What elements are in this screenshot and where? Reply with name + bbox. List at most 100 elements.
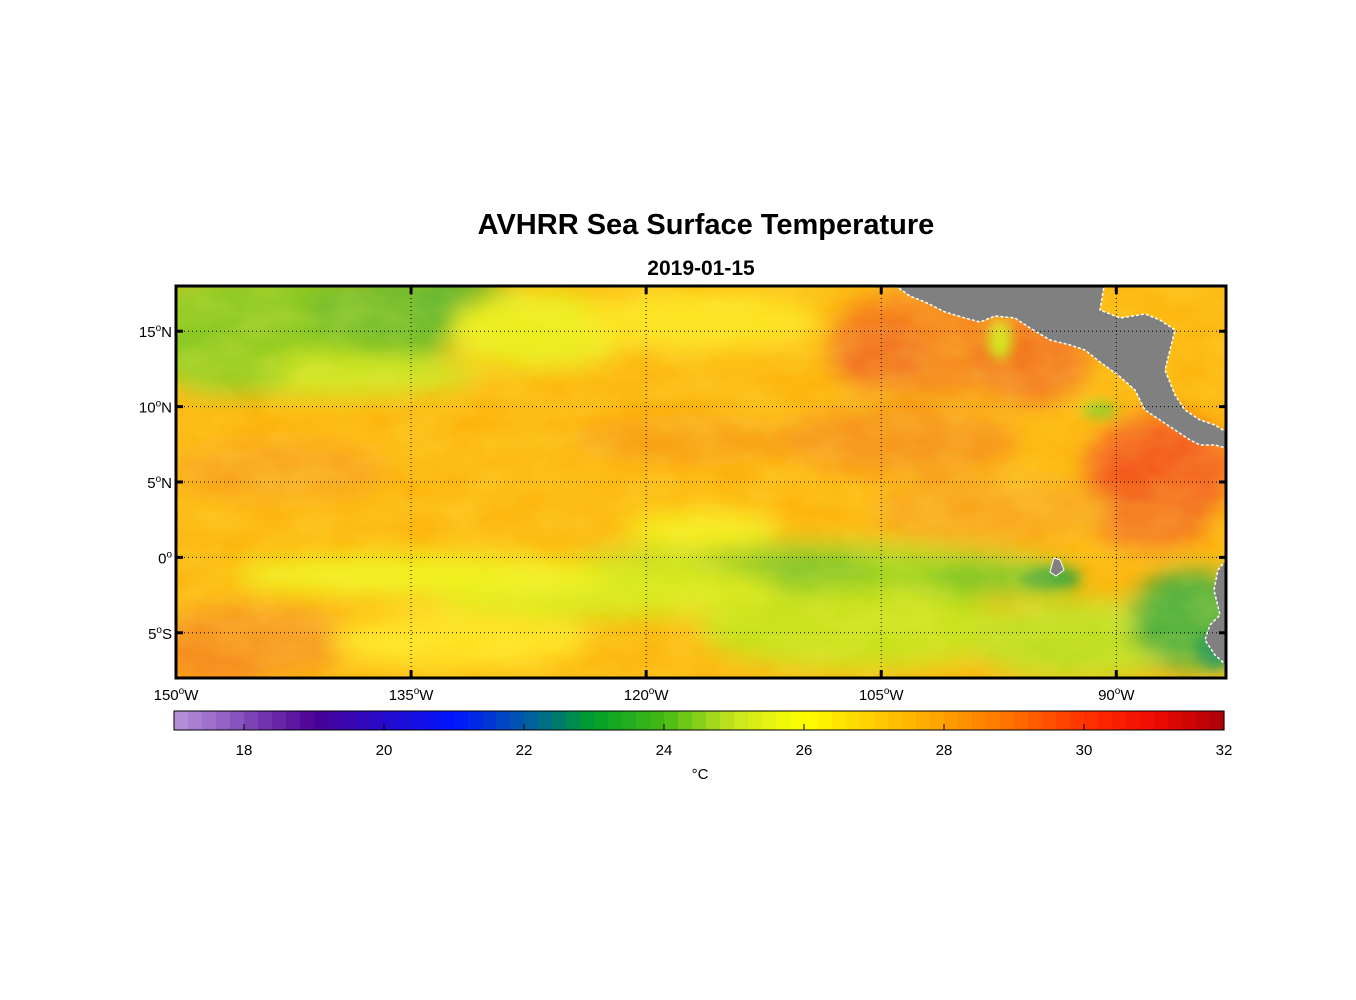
colorbar-segment <box>230 711 245 730</box>
colorbar-segment <box>342 711 357 730</box>
colorbar-segment <box>958 711 973 730</box>
colorbar-segment <box>566 711 581 730</box>
colorbar-segment <box>1098 711 1113 730</box>
colorbar-segment <box>818 711 833 730</box>
colorbar-segment <box>776 711 791 730</box>
colorbar-segment <box>552 711 567 730</box>
colorbar-segment <box>328 711 343 730</box>
colorbar-segment <box>174 711 189 730</box>
longitude-labels: 150oW 135oW 120oW 105oW 90oW <box>154 686 1136 704</box>
colorbar-segment <box>202 711 217 730</box>
lat-label: 0o <box>158 549 172 567</box>
colorbar-tick-label: 26 <box>796 742 813 759</box>
colorbar-segment <box>986 711 1001 730</box>
colorbar-segment <box>762 711 777 730</box>
colorbar-tick-label: 28 <box>936 742 953 759</box>
lat-label: 5oN <box>147 474 172 492</box>
colorbar-tick-label: 24 <box>656 742 673 759</box>
colorbar-segment <box>636 711 651 730</box>
colorbar-segment <box>944 711 959 730</box>
map-title: AVHRR Sea Surface Temperature <box>478 209 935 241</box>
colorbar-ticks: 18 20 22 24 26 28 30 32 <box>236 724 1233 759</box>
colorbar-tick-label: 32 <box>1216 742 1233 759</box>
colorbar-segment <box>622 711 637 730</box>
colorbar-tick-label: 18 <box>236 742 253 759</box>
colorbar-tick-label: 22 <box>516 742 533 759</box>
colorbar-segment <box>398 711 413 730</box>
colorbar-segment <box>1126 711 1141 730</box>
colorbar-segment <box>496 711 511 730</box>
colorbar-segment <box>664 711 679 730</box>
colorbar-segment <box>426 711 441 730</box>
colorbar-segment <box>790 711 805 730</box>
land-mass-south <box>1204 558 1226 667</box>
colorbar-segment <box>524 711 539 730</box>
colorbar-segment <box>468 711 483 730</box>
island-galapagos <box>1049 557 1065 577</box>
colorbar-segment <box>692 711 707 730</box>
colorbar-segment <box>860 711 875 730</box>
colorbar-unit: °C <box>692 766 709 783</box>
colorbar-segment <box>804 711 819 730</box>
colorbar-segment <box>538 711 553 730</box>
colorbar-segment <box>580 711 595 730</box>
lon-label: 105oW <box>859 686 905 704</box>
colorbar-segment <box>734 711 749 730</box>
lon-label: 150oW <box>154 686 200 704</box>
colorbar <box>174 711 1225 730</box>
colorbar-segment <box>706 711 721 730</box>
colorbar-segment <box>678 711 693 730</box>
colorbar-segment <box>902 711 917 730</box>
colorbar-segment <box>748 711 763 730</box>
colorbar-segment <box>720 711 735 730</box>
lat-label: 15oN <box>139 323 172 341</box>
colorbar-segment <box>1000 711 1015 730</box>
colorbar-segment <box>1196 711 1211 730</box>
colorbar-segment <box>1112 711 1127 730</box>
colorbar-segment <box>286 711 301 730</box>
colorbar-segment <box>1140 711 1155 730</box>
colorbar-segment <box>888 711 903 730</box>
colorbar-segment <box>972 711 987 730</box>
colorbar-segment <box>1084 711 1099 730</box>
colorbar-segment <box>510 711 525 730</box>
colorbar-segment <box>454 711 469 730</box>
colorbar-segment <box>412 711 427 730</box>
colorbar-frame <box>173 710 1225 731</box>
colorbar-tick-label: 30 <box>1076 742 1093 759</box>
colorbar-segment <box>874 711 889 730</box>
sst-field <box>176 286 1226 678</box>
colorbar-segment <box>608 711 623 730</box>
colorbar-segment <box>1168 711 1183 730</box>
colorbar-segment <box>846 711 861 730</box>
colorbar-segment <box>1014 711 1029 730</box>
colorbar-segment <box>1154 711 1169 730</box>
colorbar-segment <box>1056 711 1071 730</box>
colorbar-segment <box>1028 711 1043 730</box>
colorbar-segment <box>188 711 203 730</box>
land-mass <box>894 286 1226 449</box>
lon-label: 135oW <box>389 686 435 704</box>
colorbar-segment <box>300 711 315 730</box>
colorbar-segment <box>650 711 665 730</box>
lon-label: 90oW <box>1098 686 1135 704</box>
lat-label: 10oN <box>139 399 172 417</box>
colorbar-segment <box>1070 711 1085 730</box>
map-date: 2019-01-15 <box>647 257 755 280</box>
colorbar-segment <box>916 711 931 730</box>
colorbar-segment <box>440 711 455 730</box>
colorbar-segment <box>258 711 273 730</box>
colorbar-segment <box>930 711 945 730</box>
latitude-labels: 15oN 10oN 5oN 0o 5oS <box>139 323 173 643</box>
colorbar-tick-label: 20 <box>376 742 393 759</box>
lon-label: 120oW <box>624 686 670 704</box>
colorbar-segment <box>1042 711 1057 730</box>
colorbar-segment <box>356 711 371 730</box>
colorbar-segment <box>384 711 399 730</box>
colorbar-segment <box>594 711 609 730</box>
colorbar-segment <box>314 711 329 730</box>
colorbar-segment <box>370 711 385 730</box>
map-frame <box>174 284 1228 680</box>
colorbar-segment <box>832 711 847 730</box>
